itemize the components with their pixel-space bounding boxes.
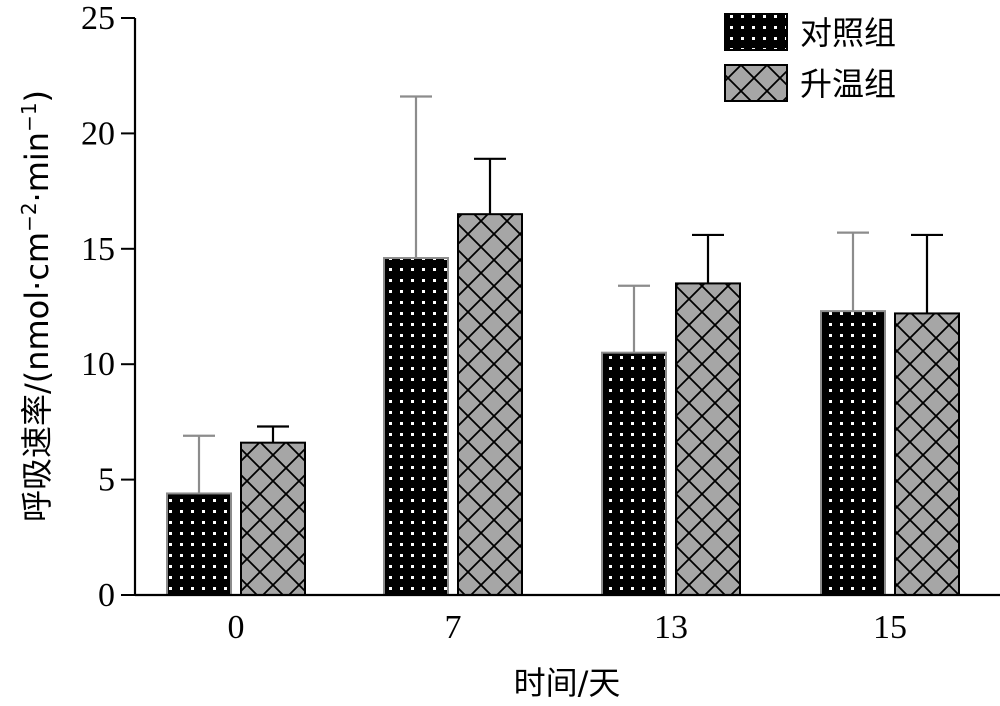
y-tick-label-20: 20 bbox=[81, 115, 115, 152]
legend-label-warming: 升温组 bbox=[800, 65, 896, 103]
y-tick-label-25: 25 bbox=[81, 0, 115, 37]
y-tick-label-15: 15 bbox=[81, 231, 115, 268]
x-tick-label-7: 7 bbox=[445, 609, 462, 646]
y-tick-label-10: 10 bbox=[81, 346, 115, 383]
bar-control-7 bbox=[383, 257, 449, 596]
legend-label-control: 对照组 bbox=[800, 14, 896, 52]
x-tick-label-0: 0 bbox=[228, 609, 245, 646]
bar-warming-13 bbox=[675, 282, 741, 596]
x-axis-title: 时间/天 bbox=[514, 664, 621, 702]
bar-control-15 bbox=[820, 310, 886, 596]
bar-control-0 bbox=[166, 492, 232, 596]
y-axis-title: 呼吸速率/(nmol·cm−2·min−1) bbox=[17, 90, 56, 522]
bar-warming-7 bbox=[457, 213, 523, 596]
x-tick-label-13: 13 bbox=[654, 609, 688, 646]
legend-swatch-warming bbox=[724, 64, 788, 102]
y-tick-label-5: 5 bbox=[98, 462, 115, 499]
y-tick-label-0: 0 bbox=[98, 577, 115, 614]
legend-swatch-control bbox=[724, 13, 788, 51]
bar-control-13 bbox=[601, 351, 667, 596]
bar-warming-0 bbox=[240, 441, 306, 596]
x-tick-label-15: 15 bbox=[873, 609, 907, 646]
bar-warming-15 bbox=[894, 312, 960, 596]
